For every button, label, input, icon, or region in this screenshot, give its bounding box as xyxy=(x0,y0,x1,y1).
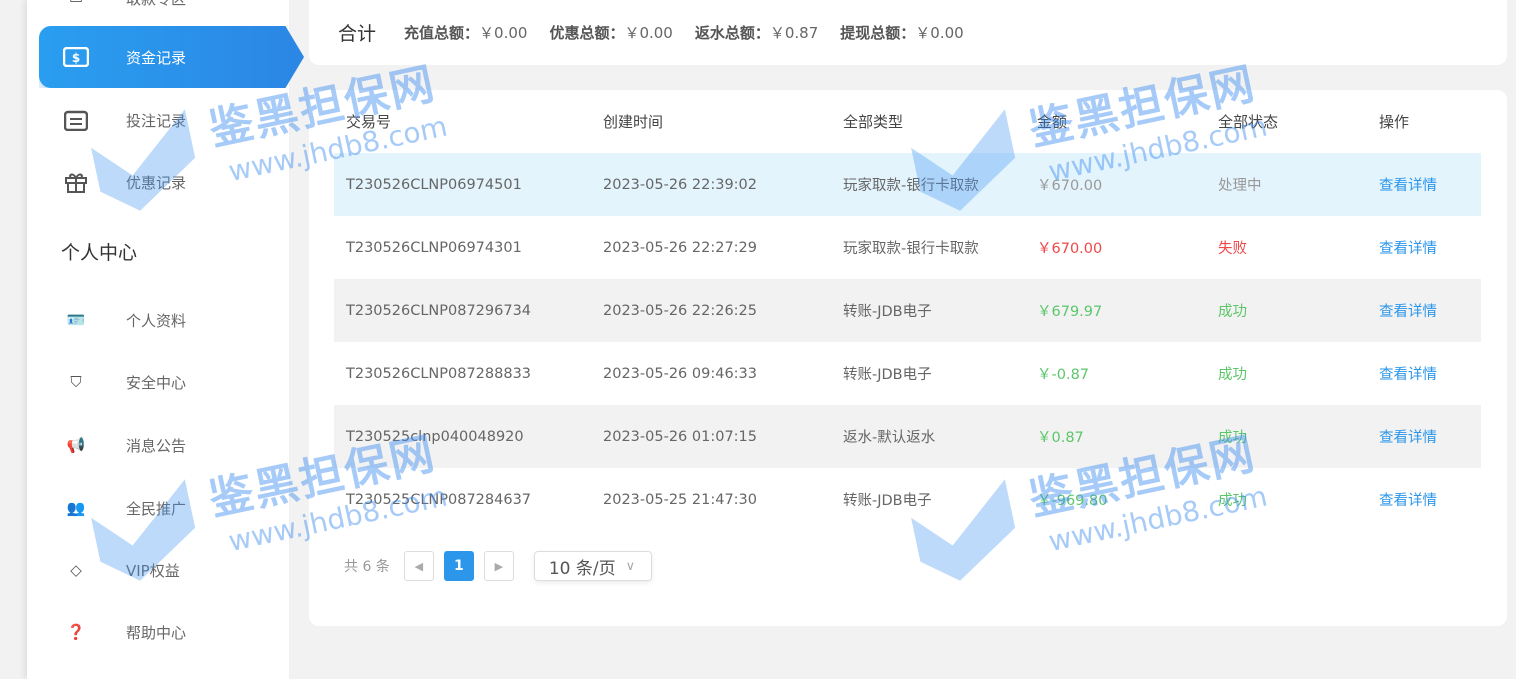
status: 成功 xyxy=(1218,304,1247,320)
status: 成功 xyxy=(1218,430,1247,446)
transaction-id: T230525clnp040048920 xyxy=(346,428,524,445)
sidebar-item-security[interactable]: ⛉ 安全中心 xyxy=(27,362,289,402)
table-row: T230526CLNP087288833 2023-05-26 09:46:33 转… xyxy=(334,342,1481,405)
transaction-type: 玩家取款-银行卡取款 xyxy=(843,241,979,257)
table-row: T230526CLNP06974501 2023-05-26 22:39:02 玩家… xyxy=(334,153,1481,216)
sidebar-item-help[interactable]: ❓ 帮助中心 xyxy=(27,612,289,652)
header-type-filter[interactable]: 全部类型 xyxy=(843,113,904,131)
page-size-select[interactable]: 10 条/页 ∨ xyxy=(533,551,652,581)
gift-icon xyxy=(63,171,89,193)
help-icon: ❓ xyxy=(66,623,86,641)
transaction-type: 转账-JDB电子 xyxy=(843,304,932,320)
pagination: 共 6 条 ◀ 1 ▶ 10 条/页 ∨ xyxy=(344,551,652,581)
summary-value: ￥0.00 xyxy=(624,24,673,42)
users-icon: 👥 xyxy=(66,499,86,517)
created-time: 2023-05-26 22:39:02 xyxy=(603,176,757,193)
amount: ￥670.00 xyxy=(1037,178,1103,194)
sidebar-item-bet-records[interactable]: 投注记录 xyxy=(27,100,289,140)
id-card-icon: 🪪 xyxy=(66,311,86,329)
total-count: 共 6 条 xyxy=(344,559,390,575)
table-row: T230525clnp040048920 2023-05-26 01:07:15 返… xyxy=(334,405,1481,468)
next-page-button[interactable]: ▶ xyxy=(483,551,514,581)
summary-label: 返水总额： xyxy=(694,24,770,42)
amount: ￥670.00 xyxy=(1037,241,1103,257)
amount: ￥-969.80 xyxy=(1037,493,1108,509)
summary-value: ￥0.00 xyxy=(479,24,528,42)
status: 成功 xyxy=(1218,493,1247,509)
created-time: 2023-05-26 22:26:25 xyxy=(603,302,757,319)
svg-text:$: $ xyxy=(72,51,80,65)
summary-title: 合计 xyxy=(338,23,377,45)
transaction-type: 返水-默认返水 xyxy=(843,430,936,446)
created-time: 2023-05-26 01:07:15 xyxy=(603,428,757,445)
chevron-down-icon: ∨ xyxy=(625,558,636,574)
status: 处理中 xyxy=(1218,178,1262,194)
view-details-link[interactable]: 查看详情 xyxy=(1379,304,1437,320)
card-icon: ▭ xyxy=(63,0,89,9)
transaction-id: T230526CLNP087296734 xyxy=(346,302,532,319)
amount: ￥-0.87 xyxy=(1037,367,1090,383)
status: 成功 xyxy=(1218,367,1247,383)
transaction-type: 转账-JDB电子 xyxy=(843,493,932,509)
view-details-link[interactable]: 查看详情 xyxy=(1379,241,1437,257)
summary-value: ￥0.00 xyxy=(915,24,964,42)
view-details-link[interactable]: 查看详情 xyxy=(1379,367,1437,383)
summary-value: ￥0.87 xyxy=(769,24,819,42)
page-size-value: 10 条/页 xyxy=(548,558,616,579)
amount: ￥679.97 xyxy=(1037,304,1103,320)
transaction-type: 玩家取款-银行卡取款 xyxy=(843,178,979,194)
calendar-icon xyxy=(63,109,89,131)
transaction-id: T230526CLNP06974301 xyxy=(346,239,522,256)
view-details-link[interactable]: 查看详情 xyxy=(1379,493,1437,509)
summary-label: 充值总额： xyxy=(404,24,480,42)
header-time: 创建时间 xyxy=(603,113,664,131)
sidebar-item-withdraw[interactable]: ▭ 取款专区 xyxy=(27,0,289,18)
section-title-personal: 个人中心 xyxy=(61,242,138,264)
header-id: 交易号 xyxy=(346,113,392,131)
view-details-link[interactable]: 查看详情 xyxy=(1379,430,1437,446)
scrollbar[interactable] xyxy=(1508,0,1516,679)
table-header: 交易号 创建时间 全部类型 金额 全部状态 操作 xyxy=(334,90,1481,153)
created-time: 2023-05-26 09:46:33 xyxy=(603,365,757,382)
summary-label: 优惠总额： xyxy=(549,24,625,42)
created-time: 2023-05-25 21:47:30 xyxy=(603,491,757,508)
created-time: 2023-05-26 22:27:29 xyxy=(603,239,757,256)
sidebar-item-vip[interactable]: ◇ VIP权益 xyxy=(27,550,289,590)
view-details-link[interactable]: 查看详情 xyxy=(1379,178,1437,194)
transaction-id: T230526CLNP087288833 xyxy=(346,365,532,382)
sidebar: ▭ 取款专区 $ 资金记录 投注记录 优惠记录 个人中心 🪪个人资料 ⛉安全中心… xyxy=(27,0,304,679)
table-row: T230525CLNP087284637 2023-05-25 21:47:30 转… xyxy=(334,468,1481,531)
prev-page-button[interactable]: ◀ xyxy=(403,551,434,581)
megaphone-icon: 📢 xyxy=(66,436,86,454)
table-row: T230526CLNP087296734 2023-05-26 22:26:25 转… xyxy=(334,279,1481,342)
header-amount: 金额 xyxy=(1037,113,1068,131)
money-ticket-icon: $ xyxy=(63,46,89,68)
amount: ￥0.87 xyxy=(1037,430,1084,446)
diamond-icon: ◇ xyxy=(70,561,82,579)
transaction-id: T230525CLNP087284637 xyxy=(346,491,532,508)
header-status-filter[interactable]: 全部状态 xyxy=(1218,113,1279,131)
transactions-table: 交易号 创建时间 全部类型 金额 全部状态 操作 T230526CLNP0697… xyxy=(309,90,1507,626)
shield-icon: ⛉ xyxy=(70,373,82,391)
summary-bar: 合计 充值总额： ￥0.00 优惠总额： ￥0.00 返水总额： ￥0.87 提现总额… xyxy=(309,0,1507,65)
sidebar-item-referral[interactable]: 👥 全民推广 xyxy=(27,488,289,528)
summary-label: 提现总额： xyxy=(840,24,916,42)
sidebar-item-promo-records[interactable]: 优惠记录 xyxy=(27,162,289,202)
sidebar-item-fund-records[interactable]: $ 资金记录 xyxy=(39,26,304,88)
transaction-type: 转账-JDB电子 xyxy=(843,367,932,383)
sidebar-item-profile[interactable]: 🪪 个人资料 xyxy=(27,300,289,340)
sidebar-item-messages[interactable]: 📢 消息公告 xyxy=(27,425,289,465)
header-action: 操作 xyxy=(1379,113,1410,131)
table-row: T230526CLNP06974301 2023-05-26 22:27:29 玩家… xyxy=(334,216,1481,279)
status: 失败 xyxy=(1218,241,1247,257)
transaction-id: T230526CLNP06974501 xyxy=(346,176,522,193)
page-1-button[interactable]: 1 xyxy=(443,551,474,581)
